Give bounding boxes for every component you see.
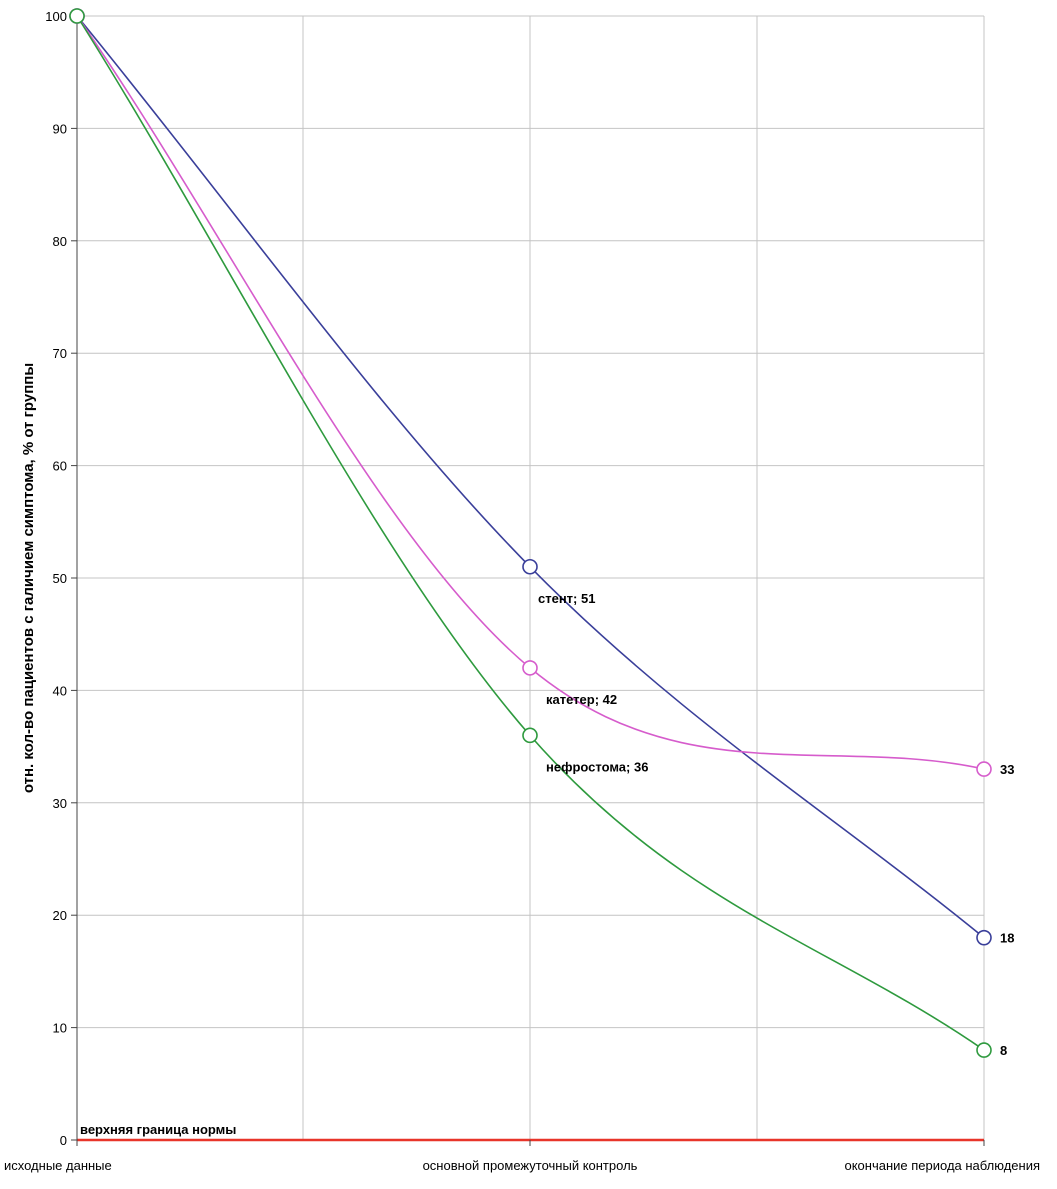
x-tick-label: исходные данные bbox=[4, 1158, 112, 1173]
axes: 0 10 20 30 40 50 60 70 80 90 100 исходные данные осн… bbox=[4, 9, 1040, 1173]
point-labels: стент; 51 катетер; 42 нефростома; 36 33 18 8 bbox=[538, 591, 1014, 1058]
data-point-стент bbox=[522, 558, 538, 575]
reference-line-label: верхняя граница нормы bbox=[80, 1122, 236, 1137]
y-tick-label: 20 bbox=[53, 908, 67, 923]
data-point-нефростома bbox=[69, 8, 85, 24]
data-point-нефростома bbox=[976, 1042, 992, 1058]
y-tick-label: 90 bbox=[53, 121, 67, 136]
y-tick-label: 50 bbox=[53, 571, 67, 586]
point-label: стент; 51 bbox=[538, 591, 595, 606]
data-point-нефростома bbox=[522, 727, 538, 744]
point-label: нефростома; 36 bbox=[546, 759, 648, 774]
point-label: 33 bbox=[1000, 762, 1014, 777]
y-axis-title: отн. кол-во пациентов с галичием симптом… bbox=[20, 363, 37, 793]
data-point-стент bbox=[976, 929, 992, 946]
y-tick-label: 70 bbox=[53, 346, 67, 361]
grid bbox=[77, 15, 985, 1140]
point-label: 8 bbox=[1000, 1043, 1007, 1058]
y-tick-label: 10 bbox=[53, 1021, 67, 1036]
series-markers bbox=[69, 8, 992, 1058]
y-tick-label: 60 bbox=[53, 459, 67, 474]
y-tick-label: 40 bbox=[53, 683, 67, 698]
point-label: катетер; 42 bbox=[546, 692, 617, 707]
series-line-катетер bbox=[76, 15, 985, 770]
x-tick-label: окончание периода наблюдения bbox=[844, 1158, 1040, 1173]
y-tick-label: 100 bbox=[45, 9, 67, 24]
point-label: 18 bbox=[1000, 931, 1014, 946]
y-tick-label: 80 bbox=[53, 234, 67, 249]
data-point-катетер bbox=[976, 761, 992, 777]
x-tick-label: основной промежуточный контроль bbox=[423, 1158, 638, 1173]
y-tick-label: 0 bbox=[60, 1133, 67, 1148]
data-point-катетер bbox=[522, 660, 538, 676]
y-tick-label: 30 bbox=[53, 796, 67, 811]
series-line-нефростома bbox=[76, 15, 985, 1051]
